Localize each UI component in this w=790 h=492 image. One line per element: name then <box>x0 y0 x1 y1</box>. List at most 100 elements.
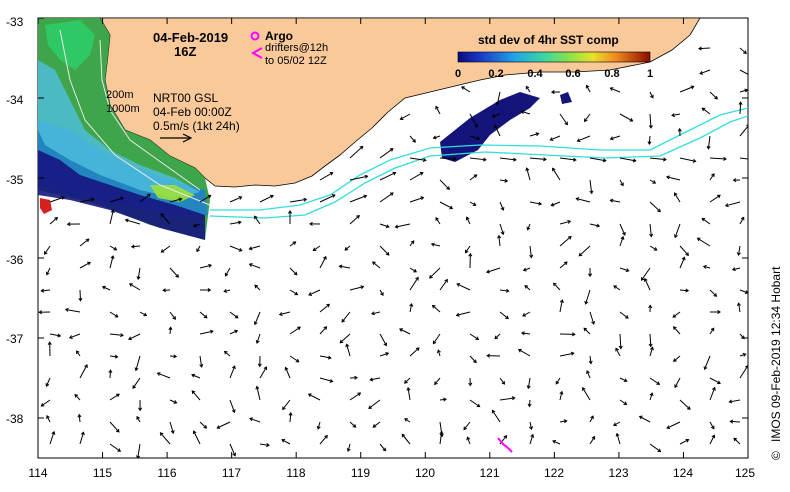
velocity-vector-head <box>372 261 376 265</box>
velocity-vector <box>229 330 238 335</box>
velocity-vector-head <box>524 285 529 289</box>
velocity-vector-head <box>344 246 349 251</box>
velocity-vector-head <box>293 271 298 276</box>
velocity-vector-head <box>324 434 328 439</box>
lon-tick-label: 123 <box>608 466 628 480</box>
velocity-vector-head <box>399 328 403 332</box>
velocity-vector-head <box>653 247 658 251</box>
velocity-vector-head <box>223 350 228 355</box>
velocity-vector-head <box>429 274 433 279</box>
velocity-vector <box>289 412 292 423</box>
velocity-vector <box>739 102 742 115</box>
velocity-vector-head <box>192 223 197 228</box>
velocity-vector-head <box>203 314 208 319</box>
velocity-vector-head <box>706 145 711 150</box>
velocity-vector-head <box>40 403 45 407</box>
isobath-200m <box>99 39 201 191</box>
velocity-vector-head <box>738 101 743 106</box>
colorbar-tick-label: 1 <box>647 68 653 80</box>
velocity-vector-head <box>464 249 469 254</box>
velocity-vector-head <box>613 285 618 289</box>
velocity-vector-head <box>685 288 690 293</box>
velocity-vector <box>409 135 416 143</box>
velocity-vector-head <box>345 343 350 348</box>
velocity-vector-head <box>266 443 270 448</box>
velocity-vector <box>463 421 471 430</box>
velocity-vector <box>553 282 561 291</box>
lon-tick-label: 124 <box>673 466 693 480</box>
velocity-vector <box>613 285 621 291</box>
velocity-vector <box>224 289 231 293</box>
velocity-vector <box>499 223 504 235</box>
velocity-vector-head <box>432 340 437 345</box>
velocity-vector-head <box>495 101 500 106</box>
velocity-vector <box>739 89 748 93</box>
velocity-vector-head <box>45 271 50 276</box>
velocity-vector-head <box>364 174 369 179</box>
velocity-vector <box>45 377 51 387</box>
velocity-vector-head <box>476 403 481 408</box>
velocity-vector <box>289 289 298 296</box>
velocity-vector <box>128 333 141 340</box>
velocity-vector <box>137 267 141 280</box>
velocity-vector <box>199 421 207 429</box>
velocity-vector-head <box>505 315 509 320</box>
velocity-vector-head <box>61 195 65 200</box>
velocity-vector-head <box>550 202 555 207</box>
velocity-vector <box>499 377 505 385</box>
velocity-vector <box>672 311 681 318</box>
velocity-vector <box>709 194 721 203</box>
velocity-vector-head <box>743 50 747 55</box>
velocity-vector <box>619 333 622 349</box>
velocity-vector-head <box>134 367 139 372</box>
velocity-vector <box>729 399 741 403</box>
velocity-vector-head <box>278 312 283 317</box>
velocity-vector <box>738 303 741 313</box>
velocity-vector <box>199 311 208 319</box>
velocity-vector <box>370 377 381 381</box>
velocity-vector-head <box>147 193 151 198</box>
velocity-vector-head <box>742 352 747 357</box>
velocity-vector <box>109 311 119 318</box>
velocity-vector-head <box>648 343 653 348</box>
velocity-vector-head <box>650 94 654 99</box>
velocity-vector <box>44 245 51 255</box>
velocity-vector-head <box>312 247 317 252</box>
velocity-vector <box>139 193 151 203</box>
velocity-vector <box>169 399 177 404</box>
velocity-vector <box>79 432 84 445</box>
velocity-vector-head <box>432 135 437 140</box>
velocity-vector <box>435 217 441 225</box>
velocity-vector-head <box>526 385 531 390</box>
velocity-vector <box>344 245 351 251</box>
velocity-vector-head <box>257 363 262 368</box>
velocity-vector-head <box>64 307 69 312</box>
velocity-vector-head <box>248 263 253 267</box>
velocity-vector-head <box>74 393 79 398</box>
velocity-vector-head <box>415 347 420 351</box>
velocity-vector <box>129 283 141 291</box>
velocity-vector <box>555 377 561 385</box>
velocity-vector-head <box>234 314 239 319</box>
velocity-vector-head <box>657 208 661 213</box>
velocity-vector <box>193 430 201 445</box>
velocity-vector <box>739 217 745 225</box>
velocity-vector-head <box>178 197 183 202</box>
velocity-vector <box>619 311 629 319</box>
velocity-vector-head <box>160 249 165 253</box>
velocity-vector <box>409 303 413 313</box>
velocity-vector-head <box>443 397 447 402</box>
velocity-vector <box>649 223 652 237</box>
velocity-vector-head <box>383 342 388 347</box>
velocity-vector-head <box>394 224 399 229</box>
velocity-vector-head <box>360 285 365 290</box>
velocity-vector-head <box>672 326 677 330</box>
velocity-vector <box>256 386 261 401</box>
velocity-vector-head <box>326 303 331 308</box>
velocity-vector-head <box>446 186 450 190</box>
sst-data-speck <box>560 92 572 104</box>
velocity-vector-head <box>356 214 360 219</box>
velocity-vector <box>499 289 509 292</box>
lat-tick-label: -36 <box>6 253 24 267</box>
velocity-vector <box>466 437 471 445</box>
